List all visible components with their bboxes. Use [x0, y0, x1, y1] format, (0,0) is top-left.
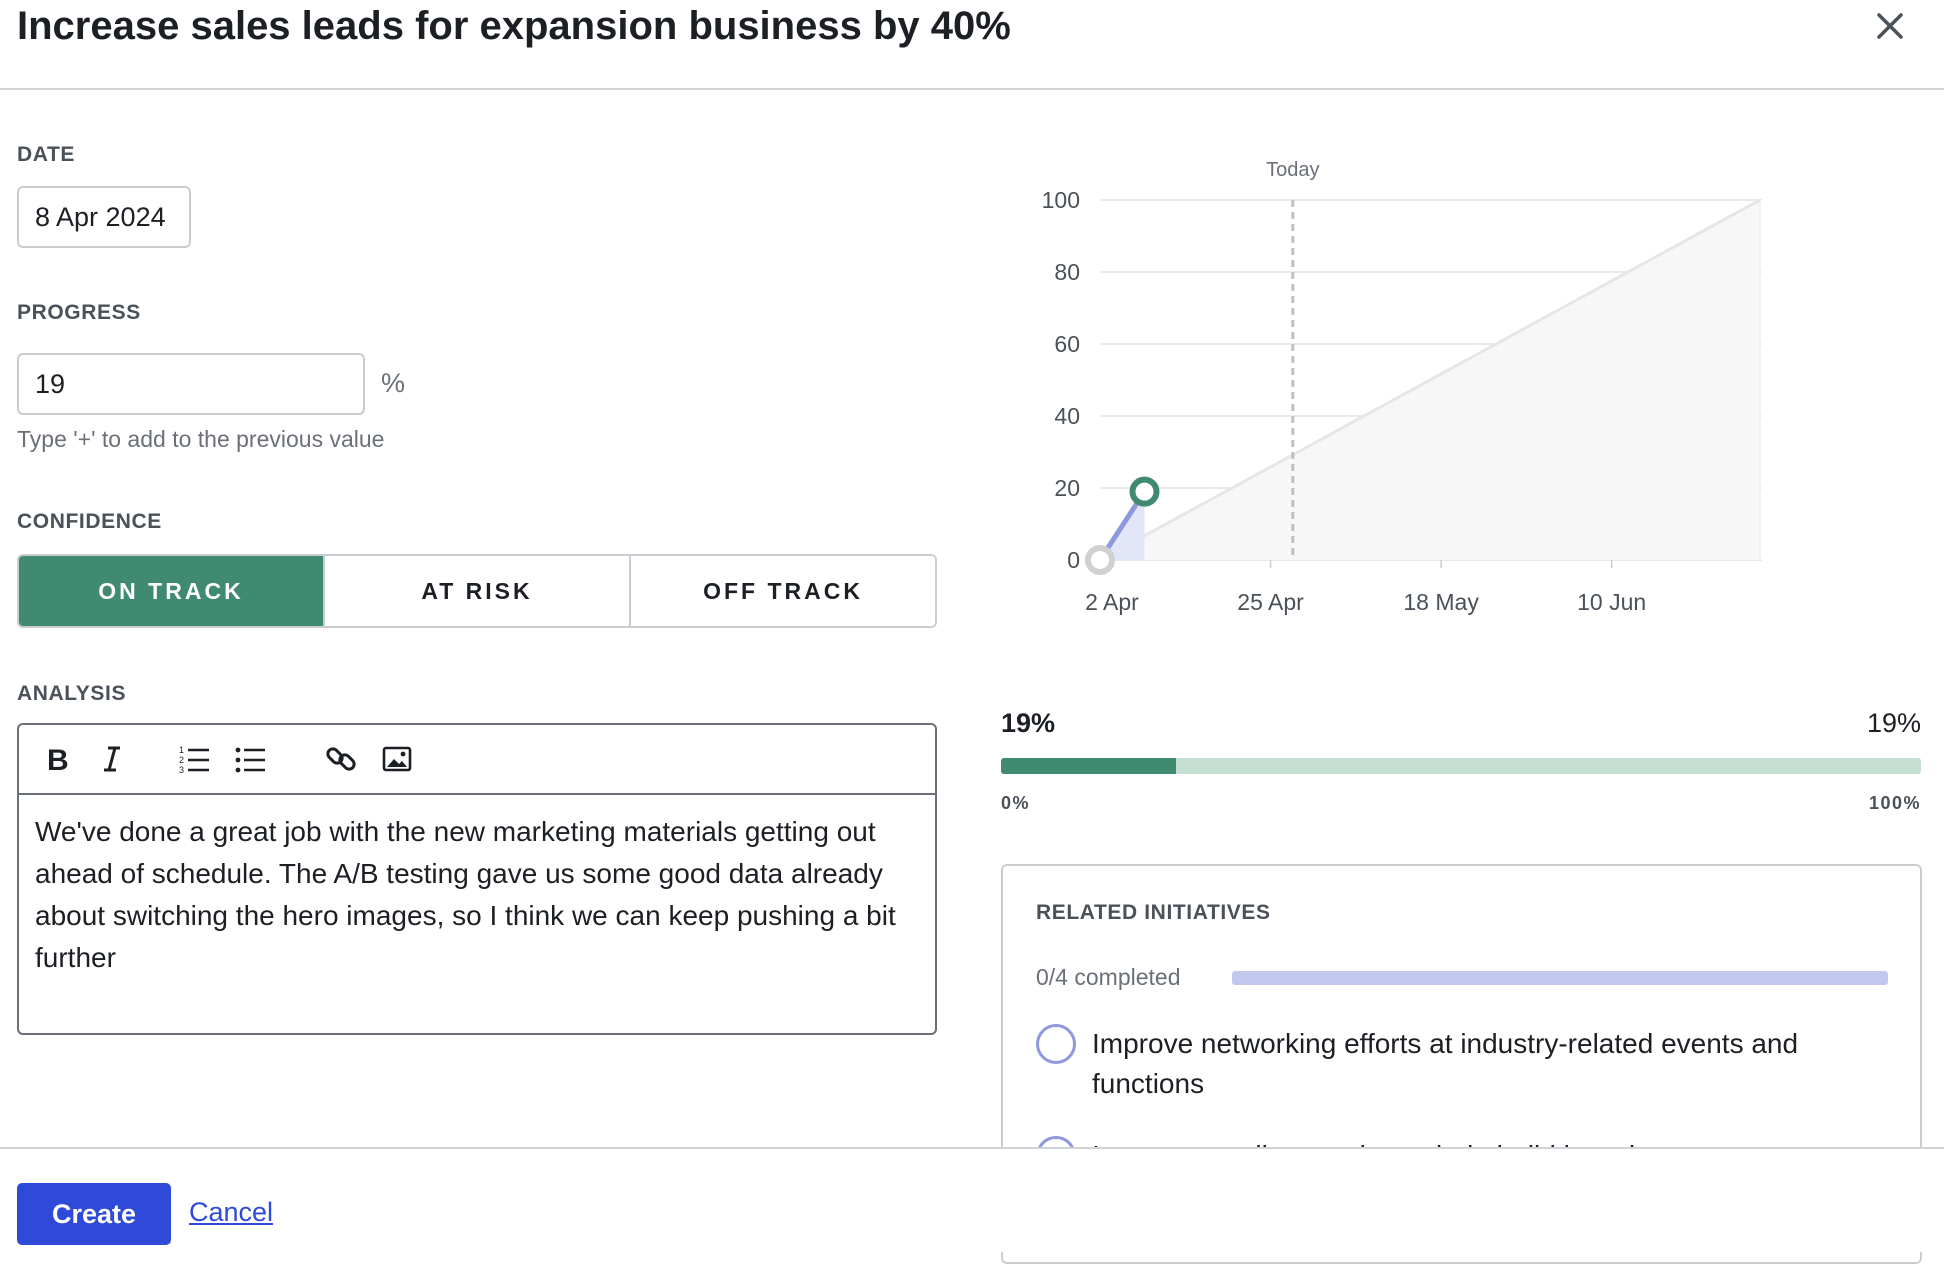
progress-current-label: 19% [1001, 708, 1056, 738]
date-input[interactable]: 8 Apr 2024 [17, 186, 191, 248]
bulleted-list-icon[interactable] [230, 739, 270, 779]
confidence-off-track-button[interactable]: OFF TRACK [629, 556, 935, 626]
progress-min-label: 0% [1001, 793, 1031, 813]
x-tick-label: 25 Apr [1237, 589, 1304, 615]
progress-label: PROGRESS [17, 301, 141, 324]
y-tick-label: 20 [1054, 475, 1080, 501]
percent-suffix: % [381, 368, 406, 398]
create-button[interactable]: Create [17, 1183, 171, 1245]
completed-count: 0/4 completed [1036, 964, 1181, 990]
initiatives-progress-bar [1232, 971, 1888, 985]
today-label: Today [1266, 159, 1319, 181]
confidence-at-risk-button[interactable]: AT RISK [323, 556, 629, 626]
svg-text:1: 1 [179, 745, 184, 755]
modal-header: Increase sales leads for expansion busin… [0, 0, 1944, 90]
current-point [1129, 476, 1160, 507]
related-initiatives-title: RELATED INITIATIVES [1036, 901, 1271, 924]
modal-footer: Create Cancel [0, 1147, 1944, 1252]
initiative-status-circle-icon[interactable] [1036, 1024, 1076, 1064]
x-tick-label: 18 May [1403, 589, 1479, 615]
progress-input[interactable]: 19 [17, 353, 365, 415]
cancel-link[interactable]: Cancel [189, 1197, 274, 1227]
chart-x-axis: 2 Apr 25 Apr 18 May 10 Jun [1085, 589, 1646, 615]
progress-max-label: 100% [1868, 793, 1921, 813]
chart-series [1085, 476, 1160, 575]
y-tick-label: 100 [1042, 187, 1080, 213]
page-title: Increase sales leads for expansion busin… [17, 4, 1011, 48]
start-point [1085, 545, 1115, 575]
chart-today-marker: Today [1266, 159, 1319, 560]
svg-text:2: 2 [179, 755, 184, 765]
chart-y-axis: 0 20 40 60 80 100 [1042, 187, 1080, 573]
x-tick-label: 2 Apr [1085, 589, 1139, 615]
svg-text:B: B [47, 744, 69, 774]
progress-right-label: 19% [1866, 708, 1921, 738]
chart-target-area [1099, 198, 1761, 562]
link-icon[interactable] [321, 739, 361, 779]
analysis-textarea[interactable]: We've done a great job with the new mark… [35, 816, 896, 973]
progress-chart: Today 0 20 40 60 80 100 2 Apr 25 Apr 18 May 10 J… [1042, 159, 1762, 615]
close-icon[interactable] [1870, 6, 1910, 46]
progress-bar-fill [1001, 758, 1176, 774]
y-tick-label: 60 [1054, 331, 1080, 357]
x-tick-label: 10 Jun [1577, 589, 1646, 615]
target-line [1099, 198, 1761, 562]
progress-hint: Type '+' to add to the previous value [17, 426, 385, 452]
y-tick-label: 80 [1054, 259, 1080, 285]
y-tick-label: 0 [1067, 547, 1080, 573]
confidence-selector: ON TRACK AT RISK OFF TRACK [17, 554, 937, 628]
bold-icon[interactable]: B [37, 739, 77, 779]
svg-text:3: 3 [179, 765, 184, 774]
analysis-label: ANALYSIS [17, 682, 127, 705]
initiative-text[interactable]: Improve networking efforts at industry-r… [1092, 1028, 1799, 1099]
confidence-on-track-button[interactable]: ON TRACK [19, 556, 323, 626]
image-icon[interactable] [377, 739, 417, 779]
date-label: DATE [17, 143, 76, 166]
progress-bar [1001, 758, 1921, 774]
italic-icon[interactable] [92, 739, 132, 779]
y-tick-label: 40 [1054, 403, 1080, 429]
confidence-label: CONFIDENCE [17, 510, 162, 533]
